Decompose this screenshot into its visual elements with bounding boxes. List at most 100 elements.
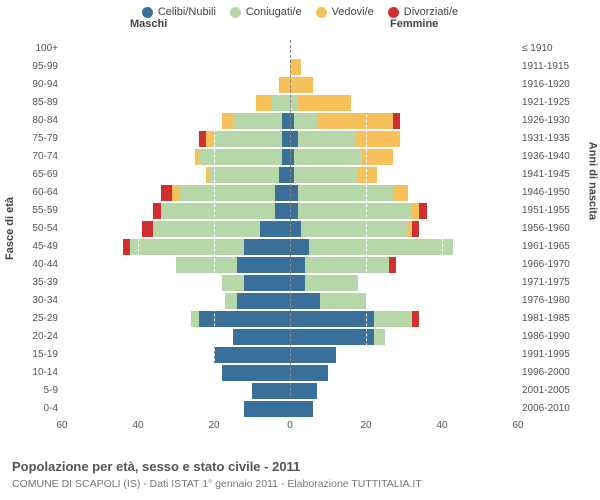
- bar-female: [290, 59, 301, 75]
- bar-female: [290, 293, 366, 309]
- bar-segment: [237, 293, 290, 309]
- bar-female: [290, 365, 328, 381]
- pyramid-row: 65-691941-1945: [62, 166, 518, 184]
- pyramid-row: 5-92001-2005: [62, 382, 518, 400]
- bar-female: [290, 257, 396, 273]
- bar-segment: [172, 185, 180, 201]
- birth-label: 1911-1915: [522, 58, 584, 76]
- bar-segment: [275, 185, 290, 201]
- pyramid-row: 15-191991-1995: [62, 346, 518, 364]
- birth-label: ≤ 1910: [522, 40, 584, 58]
- bar-segment: [301, 221, 407, 237]
- bar-segment: [191, 311, 199, 327]
- bar-male: [142, 221, 290, 237]
- bar-segment: [244, 239, 290, 255]
- bar-segment: [290, 347, 336, 363]
- bar-segment: [214, 347, 290, 363]
- bar-segment: [282, 131, 290, 147]
- bar-segment: [199, 149, 283, 165]
- x-tick: 0: [287, 420, 293, 431]
- bar-female: [290, 149, 393, 165]
- age-label: 75-79: [16, 130, 58, 148]
- bar-male: [161, 185, 290, 201]
- bar-segment: [222, 113, 233, 129]
- pyramid-row: 55-591951-1955: [62, 202, 518, 220]
- bar-segment: [290, 329, 374, 345]
- legend-item: Divorziati/e: [388, 6, 458, 18]
- age-label: 65-69: [16, 166, 58, 184]
- age-label: 10-14: [16, 364, 58, 382]
- x-tick: 40: [436, 420, 447, 431]
- bar-segment: [317, 113, 393, 129]
- age-label: 100+: [16, 40, 58, 58]
- bar-male: [123, 239, 290, 255]
- age-label: 40-44: [16, 256, 58, 274]
- chart-area: Fasce di età Anni di nascita 100+≤ 19109…: [0, 40, 600, 440]
- bar-segment: [153, 203, 161, 219]
- x-axis: 6040200204060: [62, 420, 518, 434]
- bar-segment: [412, 311, 420, 327]
- birth-label: 1916-1920: [522, 76, 584, 94]
- birth-label: 1976-1980: [522, 292, 584, 310]
- age-label: 50-54: [16, 220, 58, 238]
- pyramid-row: 90-941916-1920: [62, 76, 518, 94]
- age-label: 80-84: [16, 112, 58, 130]
- bar-segment: [362, 149, 392, 165]
- bar-segment: [206, 131, 214, 147]
- yaxis-left-title: Fasce di età: [4, 197, 16, 260]
- birth-label: 1996-2000: [522, 364, 584, 382]
- bar-segment: [271, 95, 290, 111]
- bar-female: [290, 275, 358, 291]
- bar-segment: [279, 167, 290, 183]
- bar-segment: [290, 383, 317, 399]
- legend-swatch: [388, 7, 399, 18]
- bar-female: [290, 203, 427, 219]
- bar-female: [290, 77, 313, 93]
- bar-segment: [244, 401, 290, 417]
- x-tick: 60: [56, 420, 67, 431]
- header-female: Femmine: [390, 18, 438, 30]
- birth-label: 1981-1985: [522, 310, 584, 328]
- bar-female: [290, 113, 400, 129]
- bar-segment: [374, 329, 385, 345]
- bar-segment: [290, 239, 309, 255]
- bar-segment: [233, 329, 290, 345]
- birth-label: 1956-1960: [522, 220, 584, 238]
- bar-segment: [275, 203, 290, 219]
- plot: 100+≤ 191095-991911-191590-941916-192085…: [62, 40, 518, 418]
- bar-segment: [244, 275, 290, 291]
- bar-segment: [389, 257, 397, 273]
- bar-male: [153, 203, 290, 219]
- bar-segment: [305, 257, 389, 273]
- bar-segment: [305, 275, 358, 291]
- bar-segment: [214, 131, 282, 147]
- bar-segment: [374, 311, 412, 327]
- legend-item: Celibi/Nubili: [142, 6, 216, 18]
- pyramid-row: 85-891921-1925: [62, 94, 518, 112]
- legend-swatch: [142, 7, 153, 18]
- bar-segment: [298, 203, 412, 219]
- bar-segment: [290, 59, 301, 75]
- bar-female: [290, 167, 377, 183]
- bar-female: [290, 311, 419, 327]
- bar-segment: [256, 95, 271, 111]
- bar-segment: [260, 221, 290, 237]
- legend-swatch: [230, 7, 241, 18]
- bar-segment: [123, 239, 131, 255]
- bar-male: [225, 293, 290, 309]
- gender-headers: Maschi Femmine: [0, 18, 600, 34]
- bar-male: [256, 95, 290, 111]
- pyramid-row: 20-241986-1990: [62, 328, 518, 346]
- x-tick: 60: [512, 420, 523, 431]
- bar-segment: [142, 221, 153, 237]
- bar-female: [290, 221, 419, 237]
- age-label: 95-99: [16, 58, 58, 76]
- pyramid-row: 70-741936-1940: [62, 148, 518, 166]
- bar-male: [279, 77, 290, 93]
- pyramid-row: 10-141996-2000: [62, 364, 518, 382]
- bar-segment: [290, 185, 298, 201]
- bar-segment: [282, 149, 290, 165]
- bar-segment: [412, 221, 420, 237]
- pyramid-row: 25-291981-1985: [62, 310, 518, 328]
- age-label: 90-94: [16, 76, 58, 94]
